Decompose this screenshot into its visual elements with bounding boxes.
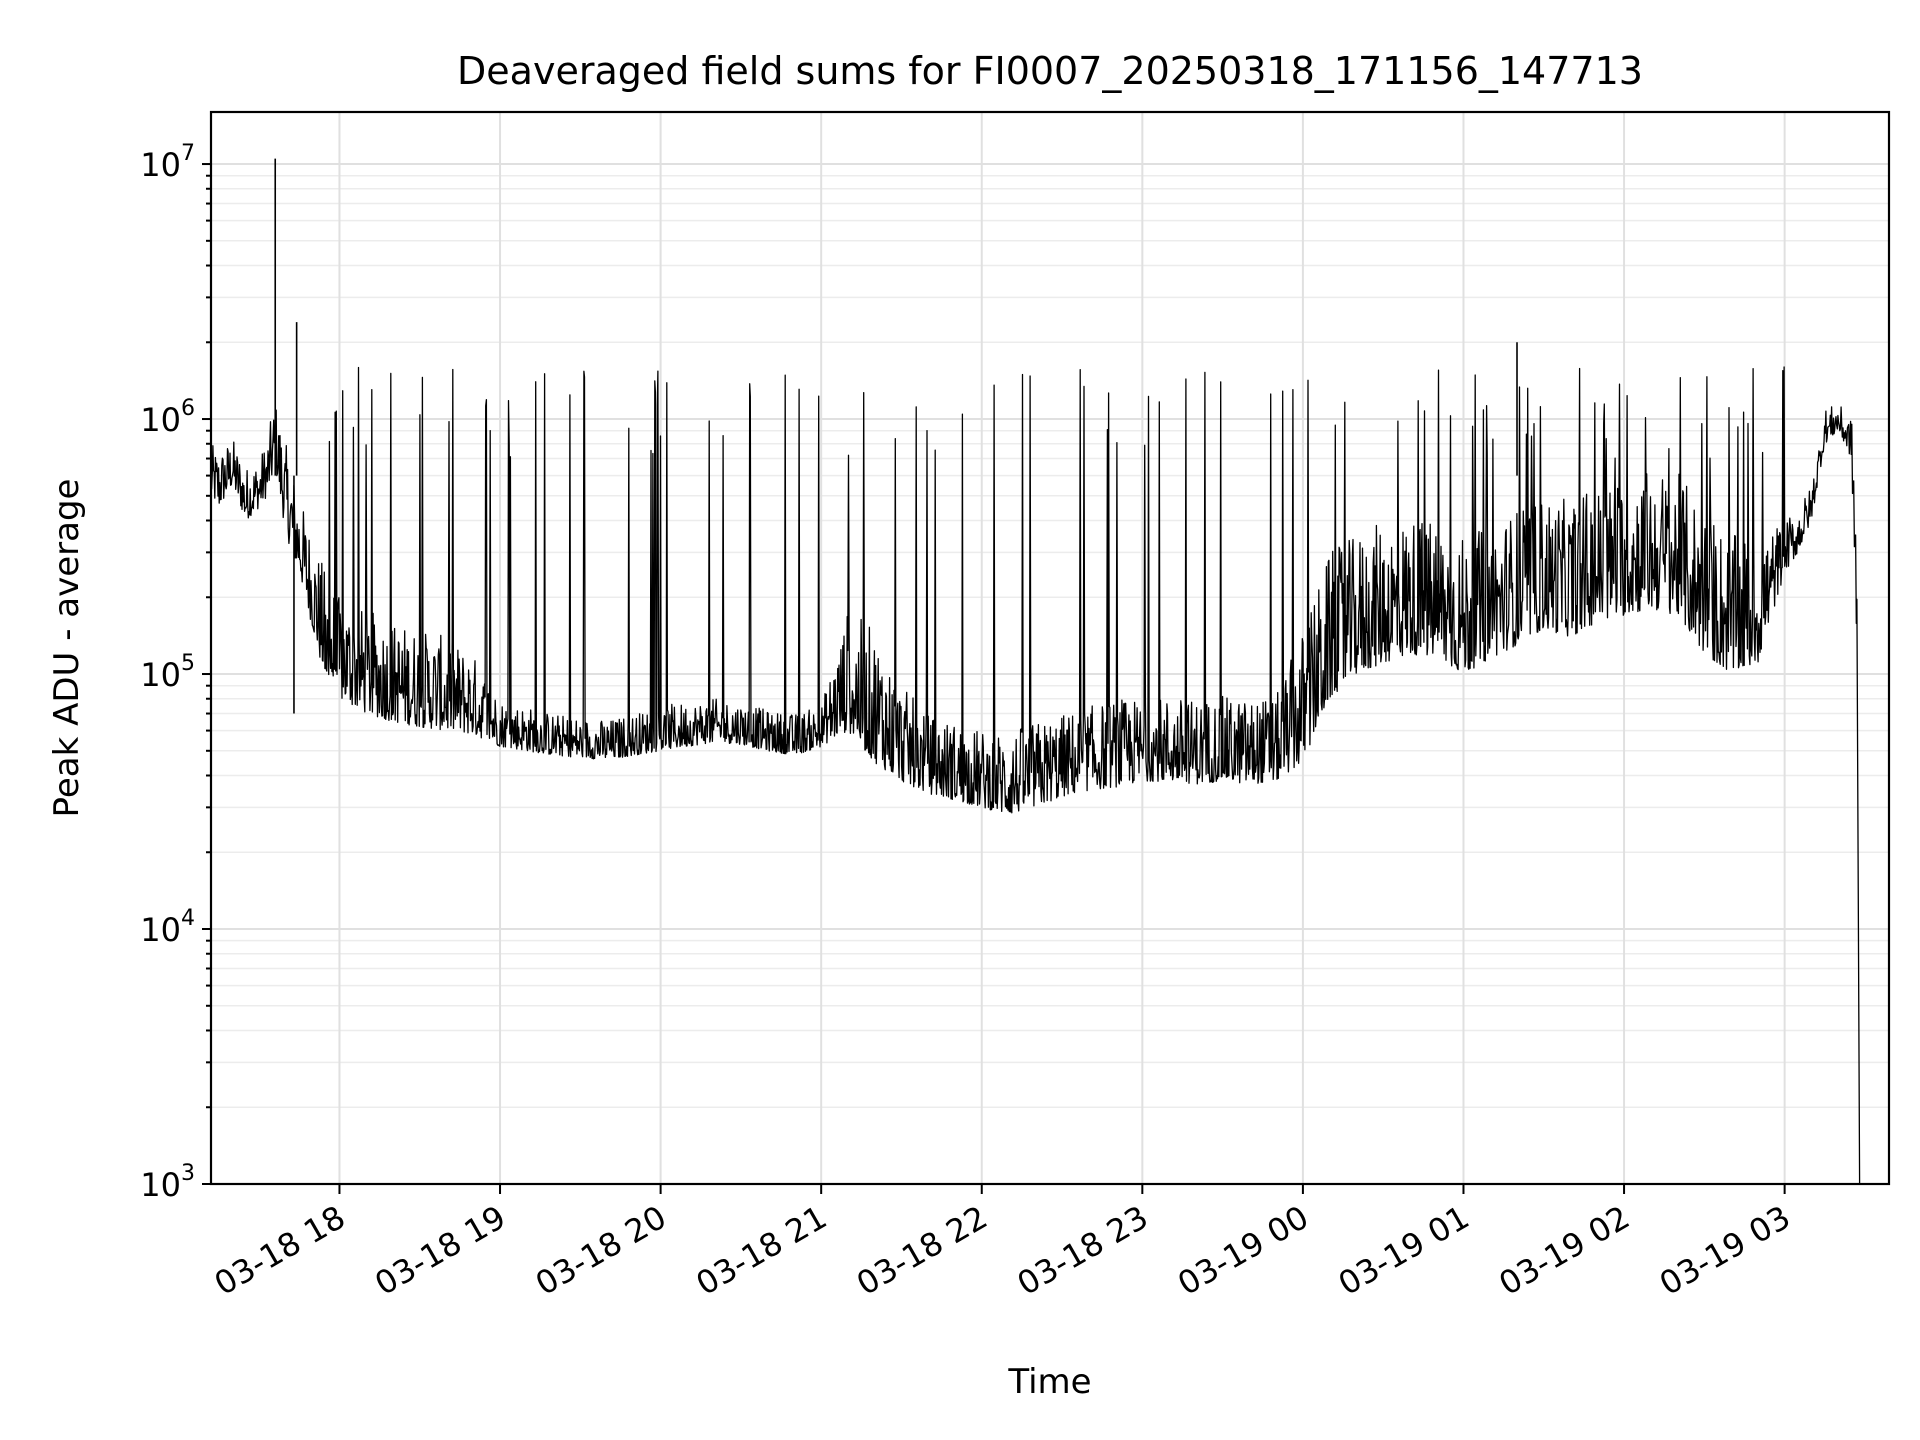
y-tick-label: 103: [140, 1161, 195, 1204]
y-tick-base: 10: [140, 401, 181, 439]
y-tick-base: 10: [140, 911, 181, 949]
y-tick-label: 104: [140, 906, 195, 949]
plot-frame: [209, 110, 1891, 1186]
y-axis-label: Peak ADU - average: [47, 479, 87, 818]
series-line: [210, 366, 1861, 1185]
y-tick-exponent: 7: [181, 141, 195, 166]
y-tick-label: 105: [140, 651, 195, 694]
x-axis-label: Time: [1007, 1362, 1091, 1402]
y-tick-base: 10: [140, 146, 181, 184]
chart-title: Deaveraged field sums for FI0007_2025031…: [457, 49, 1643, 93]
y-tick-exponent: 5: [181, 651, 195, 676]
series-group: [210, 158, 1861, 1185]
y-tick-exponent: 3: [181, 1161, 195, 1186]
y-tick-base: 10: [140, 1166, 181, 1204]
y-tick-base: 10: [140, 656, 181, 694]
grid: [211, 112, 1889, 1185]
y-tick-label: 107: [140, 141, 195, 184]
y-tick-label: 106: [140, 396, 195, 439]
y-tick-exponent: 6: [181, 396, 195, 421]
y-tick-exponent: 4: [181, 906, 195, 931]
